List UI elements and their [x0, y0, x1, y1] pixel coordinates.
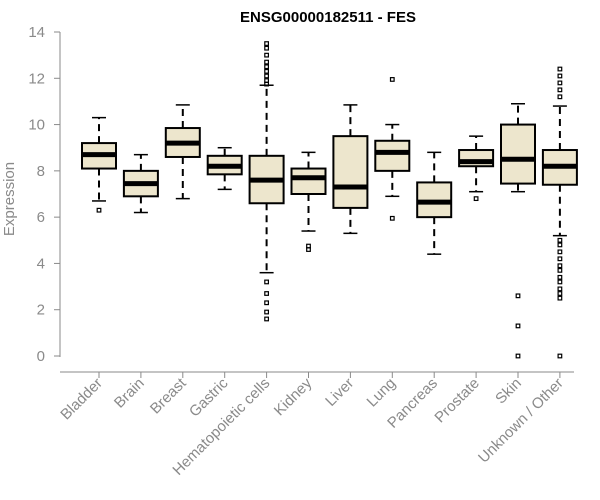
outlier-point [557, 279, 563, 285]
y-tick-label: 4 [37, 255, 45, 272]
y-ticks: 0 2 4 6 8 10 12 14 [28, 24, 60, 365]
outlier-point [557, 274, 563, 280]
box-kidney [290, 151, 327, 252]
outlier-point [557, 256, 563, 262]
iqr-box [290, 167, 327, 196]
y-tick-label: 6 [37, 209, 45, 226]
outlier-point [306, 243, 311, 249]
y-tick-label: 12 [28, 70, 45, 87]
outlier-point [264, 316, 269, 322]
outlier-point [264, 64, 269, 70]
y-tick-label: 2 [37, 302, 45, 319]
y-tick-label: 14 [28, 24, 45, 41]
box-prostate [458, 135, 495, 202]
outlier-point [515, 293, 521, 299]
box-unknown-other [541, 66, 578, 359]
outlier-point [389, 215, 395, 221]
outlier-point [264, 78, 269, 84]
y-tick-label: 0 [37, 348, 45, 365]
outlier-point [515, 323, 521, 329]
iqr-box [500, 123, 536, 185]
outlier-point [264, 309, 269, 315]
x-tick-label: Breast [147, 374, 190, 417]
outlier-point [264, 68, 269, 74]
outlier-point [557, 267, 563, 273]
outlier-point [264, 73, 269, 79]
outlier-point [557, 237, 563, 243]
outlier-point [264, 59, 269, 65]
box-liver [332, 104, 369, 235]
iqr-box [374, 139, 411, 172]
outlier-point [557, 66, 563, 72]
box-bladder [81, 116, 117, 213]
chart-title: ENSG00000182511 - FES [240, 9, 416, 26]
y-tick-label: 8 [37, 163, 45, 180]
y-axis-label: Expression [1, 162, 18, 236]
iqr-box [332, 135, 369, 209]
outlier-point [515, 353, 521, 359]
outlier-point [264, 279, 269, 285]
x-tick-label: Liver [322, 375, 357, 410]
outlier-point [557, 249, 563, 255]
outlier-point [557, 295, 563, 301]
x-tick-label: Prostate [431, 375, 483, 427]
outlier-point [264, 291, 269, 296]
outlier-point [264, 41, 269, 46]
outlier-point [96, 207, 102, 213]
outlier-point [557, 242, 563, 248]
box-brain [122, 153, 159, 214]
x-tick-label: Kidney [271, 374, 316, 419]
box-lung [374, 77, 411, 221]
outlier-point [557, 263, 563, 269]
outlier-point [557, 286, 563, 292]
x-tick-label: Bladder [57, 375, 106, 424]
boxes [81, 41, 578, 359]
box-hematopoietic-cells [248, 41, 285, 322]
x-tick-label: Brain [111, 375, 148, 412]
outlier-point [557, 87, 563, 93]
outlier-point [557, 353, 563, 359]
box-gastric [206, 146, 243, 191]
outlier-point [557, 291, 563, 296]
x-tick-label: Skin [492, 375, 525, 408]
outlier-point [473, 196, 479, 202]
box-skin [500, 102, 536, 359]
outlier-point [557, 80, 563, 86]
outlier-point [389, 77, 395, 82]
outlier-point [264, 300, 269, 306]
outlier-point [264, 52, 269, 58]
box-breast [164, 104, 201, 200]
box-pancreas [416, 151, 453, 255]
outlier-point [557, 94, 563, 100]
outlier-point [557, 73, 563, 79]
x-tick-label: Lung [364, 375, 400, 411]
outlier-point [264, 45, 269, 51]
y-tick-label: 10 [28, 117, 45, 134]
